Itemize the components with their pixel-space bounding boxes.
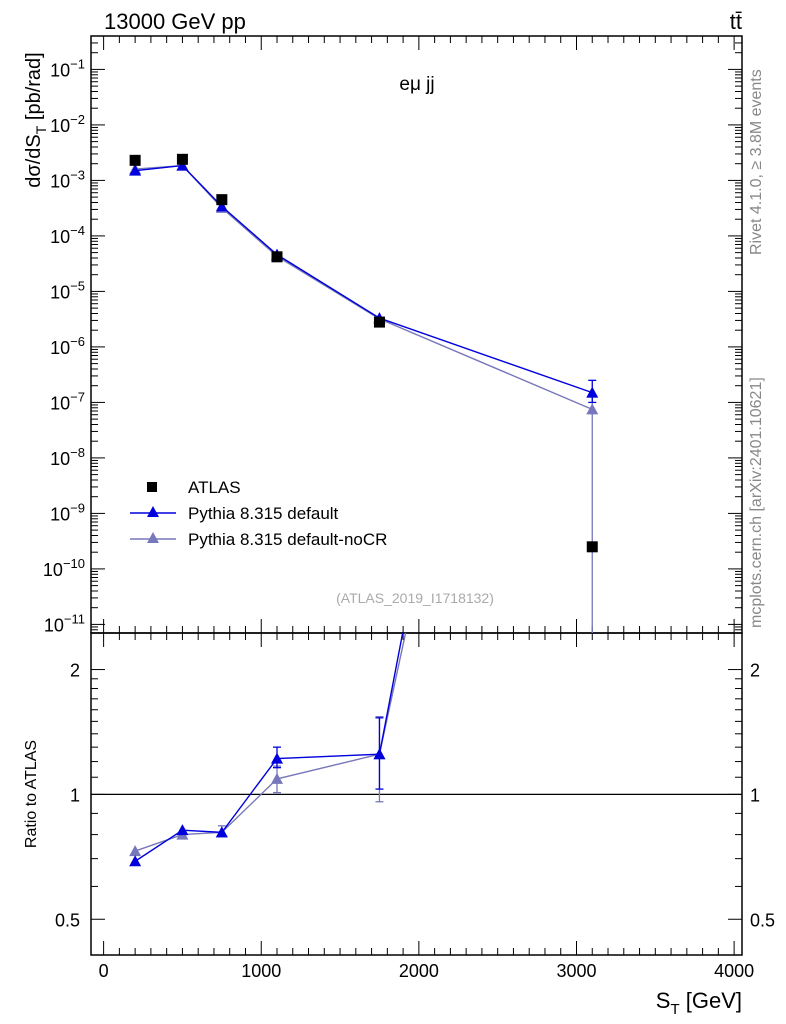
main-axes: 10−110−210−310−410−510−610−710−810−910−1…: [43, 35, 742, 635]
legend-label-default: Pythia 8.315 default: [188, 504, 339, 523]
main-ytick-label-base: 10: [50, 393, 70, 413]
ratio-ytick-label-right: 2: [750, 661, 760, 681]
ratio-series-point: [373, 748, 386, 760]
ratio-series-point: [215, 826, 228, 838]
main-ytick-label-exp: −1: [70, 56, 85, 71]
main-ytick-label-base: 10: [50, 60, 70, 80]
analysis-annotation: (ATLAS_2019_I1718132): [336, 590, 494, 606]
main-ytick-label-base: 10: [50, 282, 70, 302]
ratio-xtick-label: 2000: [399, 961, 439, 981]
ratio-ylabel: Ratio to ATLAS: [23, 740, 40, 848]
legend-marker-nocr: [147, 532, 159, 543]
main-ytick-label-exp: −9: [70, 500, 85, 515]
ratio-series-point: [129, 845, 142, 857]
legend-marker-default: [147, 506, 159, 517]
ratio-ytick-label: 2: [70, 661, 80, 681]
ratio-ytick-label-right: 0.5: [750, 910, 775, 930]
x-axis-label: ST [GeV]: [656, 988, 742, 1018]
atlas-data-point: [586, 541, 598, 553]
main-ytick-label: 10−11: [44, 611, 85, 635]
ratio-series-point: [129, 855, 142, 867]
main-ytick-label: 10−4: [50, 223, 85, 247]
main-ytick-label-base: 10: [44, 615, 64, 635]
atlas-data-point: [373, 316, 385, 328]
ratio-series-point: [271, 772, 283, 784]
main-ytick-label-exp: −11: [64, 611, 85, 626]
main-ytick-label: 10−9: [50, 500, 85, 524]
main-series-line: [135, 164, 593, 394]
main-ytick-label-base: 10: [50, 227, 70, 247]
atlas-data-point: [216, 194, 228, 206]
x-axis-label-base: S: [656, 988, 671, 1013]
main-ytick-label-exp: −10: [63, 556, 85, 571]
main-marks: [129, 153, 599, 633]
main-ylabel-text: dσ/dS: [23, 134, 45, 188]
main-series-point: [586, 403, 599, 415]
main-ytick-label-base: 10: [50, 171, 70, 191]
process-label: tt̄: [730, 9, 742, 34]
main-series-point: [215, 200, 228, 212]
x-axis-label-unit-text: [GeV]: [686, 988, 742, 1013]
legend-marker-atlas: [147, 482, 157, 492]
ratio-series-line: [134, 632, 404, 862]
ratio-xtick-label: 3000: [556, 961, 596, 981]
main-ylabel-unit: [pb/rad]: [23, 52, 45, 125]
rivet-label: Rivet 4.1.0, ≥ 3.8M events: [748, 69, 765, 255]
main-series-point: [586, 386, 599, 398]
main-ylabel-sub: T: [33, 125, 49, 134]
ratio-series-point: [271, 752, 283, 764]
main-ytick-label-exp: −5: [70, 278, 85, 293]
main-plot-title: eμ jj: [399, 74, 434, 95]
main-ytick-label-exp: −7: [70, 389, 85, 404]
main-series-point: [129, 164, 142, 176]
atlas-data-point: [176, 153, 188, 165]
ratio-xtick-label: 0: [99, 961, 109, 981]
ratio-ytick-label: 1: [70, 785, 80, 805]
main-ytick-label-base: 10: [50, 504, 70, 524]
main-ytick-label: 10−2: [50, 112, 85, 136]
ratio-series-line: [134, 632, 407, 852]
mcplots-label: mcplots.cern.ch [arXiv:2401.10621]: [748, 377, 765, 628]
legend-label-atlas: ATLAS: [188, 478, 241, 497]
legend: ATLAS Pythia 8.315 default Pythia 8.315 …: [130, 478, 387, 549]
ratio-ytick-label-right: 1: [750, 785, 760, 805]
main-series-line: [135, 164, 593, 410]
ratio-xtick-label: 4000: [714, 961, 754, 981]
ratio-xtick-label: 1000: [241, 961, 281, 981]
main-ytick-label: 10−5: [50, 278, 85, 302]
main-series-point: [176, 159, 189, 171]
atlas-data-point: [271, 251, 283, 263]
main-ytick-label-exp: −4: [70, 223, 85, 238]
main-ytick-label-base: 10: [50, 449, 70, 469]
ratio-axes: 0 1000 2000 3000 4000 0.5 0.5 1 1 2 2: [55, 633, 775, 981]
main-ytick-label: 10−1: [50, 56, 85, 80]
ratio-marks: [129, 632, 407, 867]
main-ytick-label: 10−3: [50, 167, 85, 191]
main-ytick-label: 10−6: [50, 334, 85, 358]
main-ytick-label: 10−10: [43, 556, 85, 580]
main-ytick-label-exp: −6: [70, 334, 85, 349]
main-ytick-label-exp: −8: [70, 445, 85, 460]
main-ytick-label-exp: −3: [70, 167, 85, 182]
ratio-ytick-label: 0.5: [55, 910, 80, 930]
atlas-data-point: [129, 154, 141, 166]
x-axis-label-sub: T: [670, 1001, 679, 1018]
main-ytick-label-base: 10: [50, 116, 70, 136]
ratio-series-point: [176, 824, 189, 836]
main-ytick-label-base: 10: [50, 338, 70, 358]
main-ylabel: dσ/dST [pb/rad]: [23, 52, 49, 187]
energy-label: 13000 GeV pp: [104, 9, 246, 34]
main-ytick-label: 10−7: [50, 389, 85, 413]
legend-label-nocr: Pythia 8.315 default-noCR: [188, 530, 387, 549]
main-ytick-label-base: 10: [43, 560, 63, 580]
main-ytick-label: 10−8: [50, 445, 85, 469]
main-ytick-label-exp: −2: [70, 112, 85, 127]
